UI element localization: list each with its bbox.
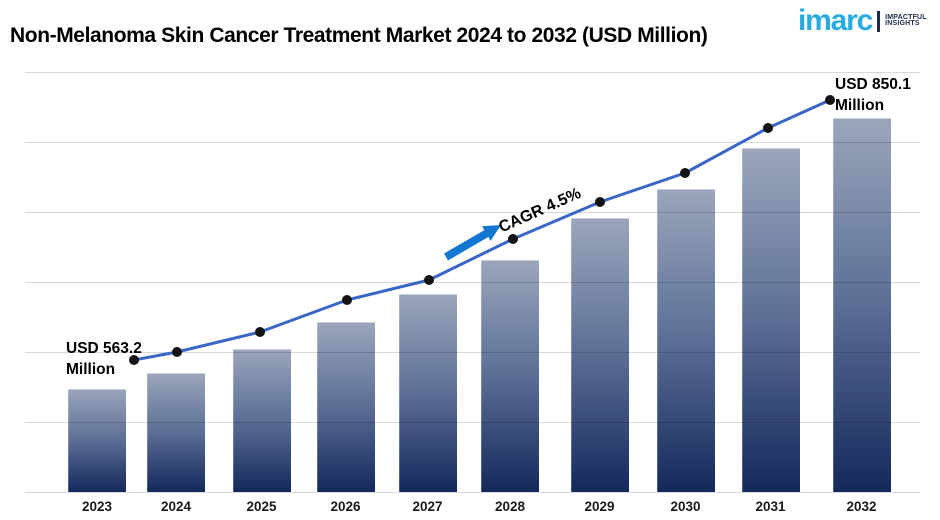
bar-2028 — [481, 259, 539, 492]
x-axis-label-2031: 2031 — [755, 499, 786, 514]
annotation-start-line1: USD 563.2 — [66, 340, 142, 357]
chart-title: Non-Melanoma Skin Cancer Treatment Marke… — [10, 24, 708, 47]
bar-2027 — [398, 293, 457, 492]
annotation-start-line2: Million — [66, 361, 116, 378]
imarc-logo-tagline-line2: INSIGHTS — [885, 20, 920, 27]
gridline — [25, 282, 920, 283]
bar-2025 — [232, 349, 291, 492]
trend-point-2031 — [763, 123, 773, 133]
trend-point-2030 — [680, 168, 690, 178]
x-axis-label-2028: 2028 — [494, 499, 526, 514]
gridline — [25, 492, 920, 493]
annotation-end-value: USD 850.1 Million — [835, 74, 911, 116]
x-axis-label-2027: 2027 — [412, 499, 443, 514]
imarc-logo-tagline-line1: IMPACTFUL — [885, 14, 927, 21]
x-axis-label-2026: 2026 — [330, 499, 361, 514]
gridline — [25, 142, 920, 143]
x-axis-label-2025: 2025 — [246, 499, 277, 514]
trend-point-2026 — [342, 295, 352, 305]
imarc-logo: imarc IMPACTFUL INSIGHTS — [798, 6, 927, 36]
bar-2023 — [68, 389, 126, 492]
bar-2031 — [741, 148, 800, 492]
trend-point-2025 — [255, 327, 265, 337]
x-axis-label-2029: 2029 — [584, 499, 615, 514]
imarc-logo-tagline: IMPACTFUL INSIGHTS — [885, 14, 927, 27]
annotation-end-line2: Million — [835, 97, 885, 114]
imarc-logo-wordmark: imarc — [798, 4, 873, 37]
cagr-arrow-icon — [444, 225, 501, 261]
bar-2030 — [656, 189, 715, 492]
bar-2026 — [316, 322, 375, 492]
trend-point-2032 — [825, 95, 835, 105]
annotation-start-value: USD 563.2 Million — [66, 338, 142, 380]
bar-2032 — [832, 118, 891, 492]
trend-point-2029 — [595, 197, 605, 207]
gridline — [25, 72, 920, 73]
x-axis-label-2023: 2023 — [81, 499, 113, 514]
gridline — [25, 212, 920, 213]
gridline — [25, 422, 920, 423]
bar-2024 — [147, 373, 205, 492]
annotation-end-line1: USD 850.1 — [835, 76, 911, 93]
gridline — [25, 352, 920, 353]
trend-point-2028 — [508, 234, 518, 244]
x-axis-label-2032: 2032 — [846, 499, 877, 514]
bar-2029 — [570, 218, 629, 492]
x-axis-label-2030: 2030 — [670, 499, 701, 514]
imarc-logo-divider — [877, 10, 881, 32]
x-axis-label-2024: 2024 — [160, 499, 192, 514]
trend-point-2027 — [424, 275, 434, 285]
